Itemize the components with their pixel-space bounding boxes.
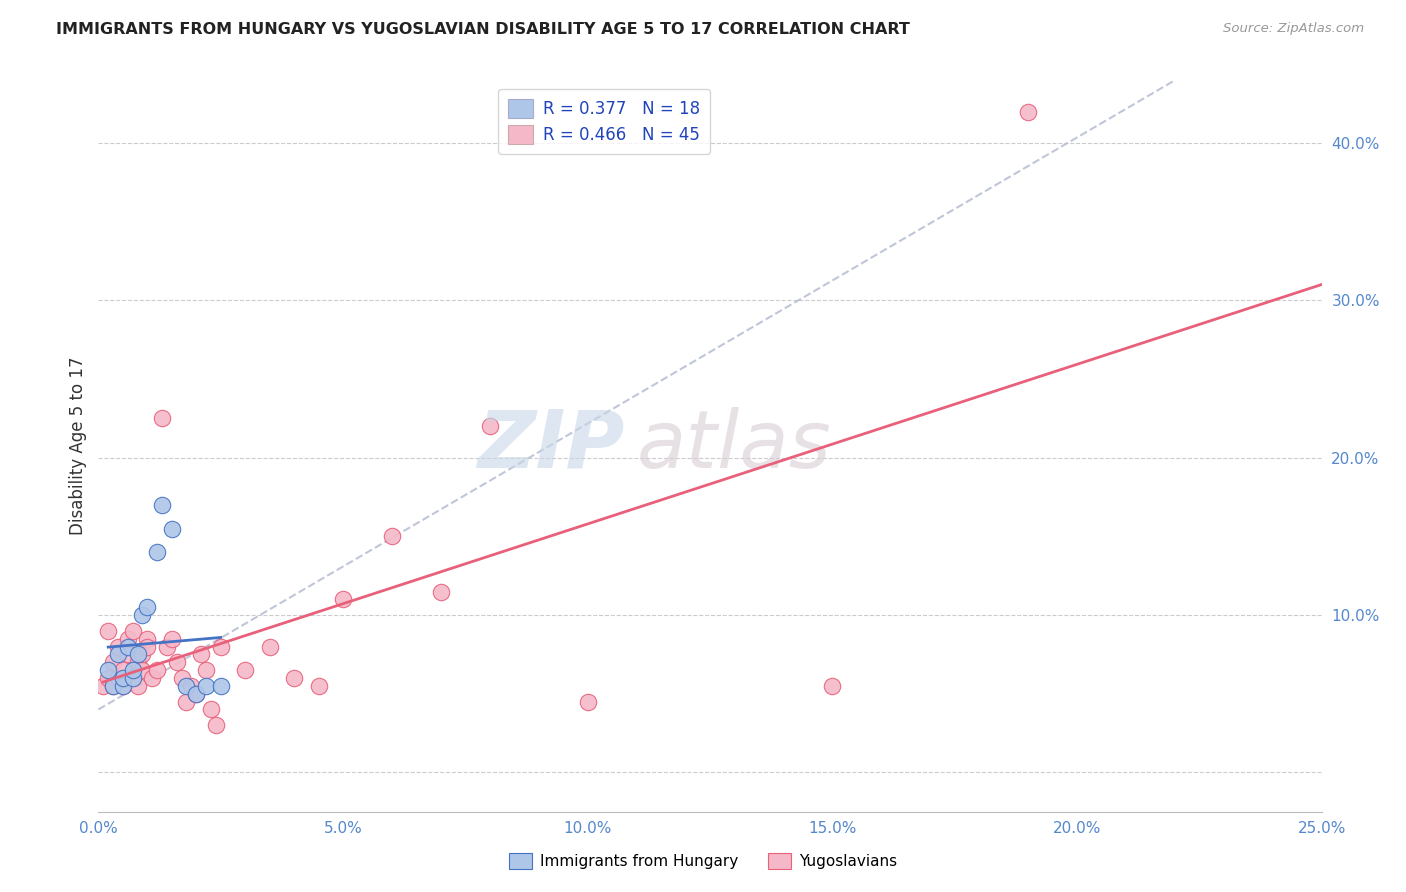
Point [111, 679, 134, 693]
Point [150, 411, 173, 425]
Point [160, 522, 183, 536]
Point [127, 679, 149, 693]
Point [101, 679, 124, 693]
Point [209, 640, 232, 654]
Point [97, 671, 120, 685]
Legend: R = 0.377   N = 18, R = 0.466   N = 45: R = 0.377 N = 18, R = 0.466 N = 45 [498, 88, 710, 153]
Point [107, 671, 129, 685]
Point [101, 655, 124, 669]
Point [576, 695, 599, 709]
Point [111, 679, 134, 693]
Point [127, 655, 149, 669]
Point [821, 679, 844, 693]
Point [136, 632, 159, 646]
Point [1017, 104, 1039, 119]
Point [146, 545, 169, 559]
Point [107, 640, 129, 654]
Point [186, 687, 208, 701]
Point [117, 648, 139, 662]
Point [150, 498, 173, 512]
Point [195, 663, 218, 677]
Point [121, 624, 143, 638]
Point [186, 687, 208, 701]
Point [131, 648, 153, 662]
Point [121, 671, 143, 685]
Point [97, 624, 120, 638]
Point [200, 702, 222, 716]
Point [283, 671, 305, 685]
Point [97, 663, 120, 677]
Text: IMMIGRANTS FROM HUNGARY VS YUGOSLAVIAN DISABILITY AGE 5 TO 17 CORRELATION CHART: IMMIGRANTS FROM HUNGARY VS YUGOSLAVIAN D… [56, 22, 910, 37]
Point [195, 679, 218, 693]
Point [190, 648, 212, 662]
Point [308, 679, 330, 693]
Text: atlas: atlas [637, 407, 831, 485]
Point [136, 640, 159, 654]
Point [131, 608, 153, 623]
Point [176, 679, 198, 693]
Point [233, 663, 256, 677]
Text: ZIP: ZIP [477, 407, 624, 485]
Point [180, 679, 202, 693]
Point [117, 632, 139, 646]
Point [332, 592, 354, 607]
Point [101, 679, 124, 693]
Point [127, 648, 149, 662]
Point [141, 671, 163, 685]
Point [176, 695, 198, 709]
Point [209, 679, 232, 693]
Point [121, 671, 143, 685]
Point [117, 640, 139, 654]
Point [111, 671, 134, 685]
Point [111, 663, 134, 677]
Y-axis label: Disability Age 5 to 17: Disability Age 5 to 17 [69, 357, 87, 535]
Point [131, 663, 153, 677]
Point [107, 648, 129, 662]
Point [205, 718, 228, 732]
Legend: Immigrants from Hungary, Yugoslavians: Immigrants from Hungary, Yugoslavians [503, 847, 903, 875]
Point [146, 663, 169, 677]
Point [381, 529, 404, 543]
Point [156, 640, 179, 654]
Point [430, 584, 453, 599]
Text: Source: ZipAtlas.com: Source: ZipAtlas.com [1223, 22, 1364, 36]
Point [478, 419, 501, 434]
Point [170, 671, 193, 685]
Point [121, 663, 143, 677]
Point [91, 679, 114, 693]
Point [259, 640, 281, 654]
Point [160, 632, 183, 646]
Point [166, 655, 188, 669]
Point [136, 600, 159, 615]
